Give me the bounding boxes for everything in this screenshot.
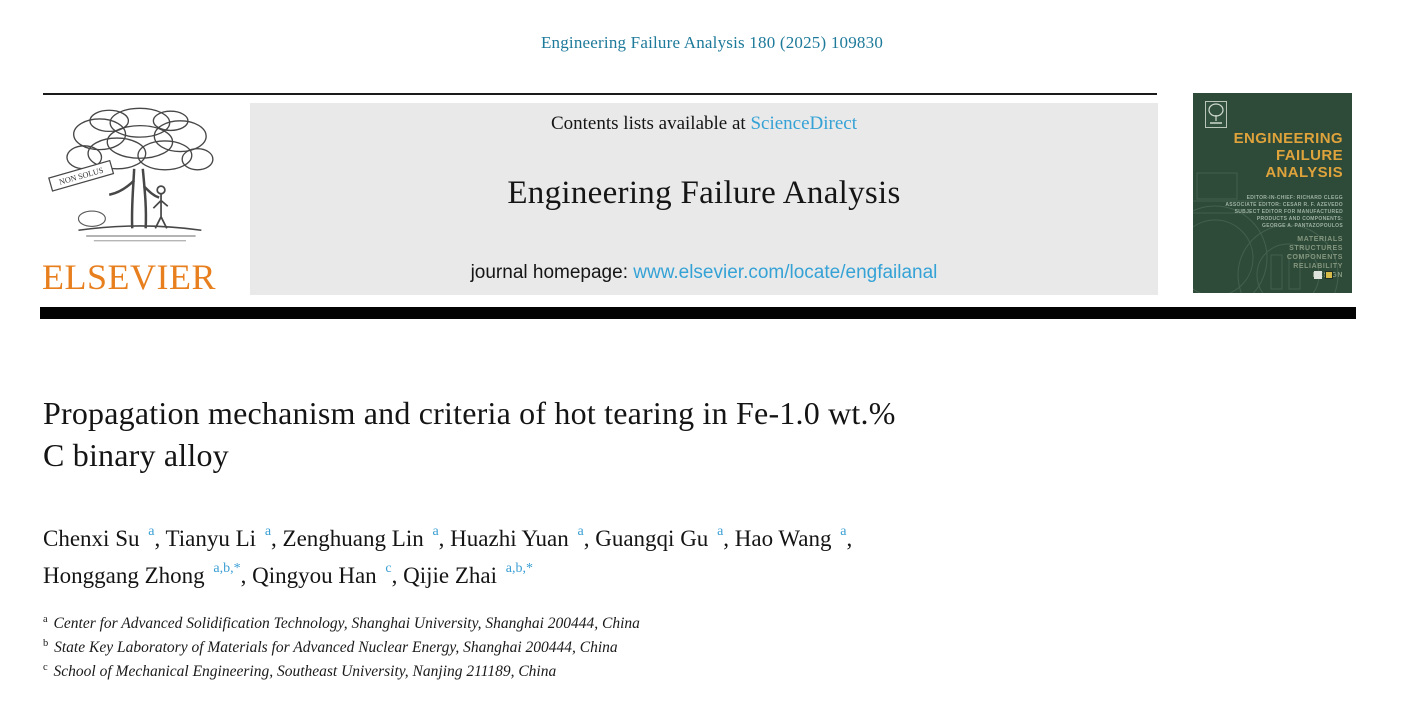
cover-editor-line: SUBJECT EDITOR FOR MANUFACTURED	[1234, 209, 1343, 215]
author-affiliation-sup: a,b,*	[505, 561, 533, 577]
author-name: Qijie Zhai a,b,*	[403, 561, 533, 588]
author-name: Tianyu Li a	[165, 524, 272, 551]
author-affiliation-sup: a	[264, 524, 272, 540]
cover-keyword-line: STRUCTURES	[1289, 245, 1343, 252]
author-name: Zenghuang Lin a	[282, 524, 439, 551]
author-affiliation-sup: a	[148, 524, 155, 540]
cover-title-line: ANALYSIS	[1265, 164, 1343, 181]
journal-homepage-link[interactable]: www.elsevier.com/locate/engfailanal	[633, 262, 938, 283]
author-name: Chenxi Su a	[43, 524, 155, 551]
contents-prefix: Contents lists available at	[550, 113, 751, 134]
affiliation-line: b State Key Laboratory of Materials for …	[43, 637, 618, 656]
article-title-line1: Propagation mechanism and criteria of ho…	[43, 395, 896, 431]
journal-banner: Contents lists available at ScienceDirec…	[250, 103, 1158, 295]
affiliation-line: a Center for Advanced Solidification Tec…	[43, 613, 640, 632]
cover-elsevier-icon	[1205, 101, 1227, 128]
affiliation-sup: c	[43, 661, 48, 673]
author-affiliation-sup: a	[432, 524, 439, 540]
sciencedirect-link[interactable]: ScienceDirect	[750, 113, 858, 134]
author-affiliation-sup: c	[385, 561, 392, 577]
cover-editor-line: EDITOR-IN-CHIEF: RICHARD CLEGG	[1246, 195, 1343, 201]
elsevier-tree-icon: NON SOLUS	[48, 107, 214, 242]
cover-title-line: ENGINEERING	[1233, 130, 1343, 147]
contents-line: Contents lists available at ScienceDirec…	[250, 103, 1158, 135]
header-divider-bar	[40, 307, 1356, 319]
author-name: Hao Wang a	[734, 524, 847, 551]
author-name: Honggang Zhong a,b,*	[43, 561, 241, 588]
author-name: Guangqi Gu a	[595, 524, 724, 551]
cover-keyword-line: MATERIALS	[1297, 236, 1343, 243]
author-affiliation-sup: a,b,*	[213, 561, 241, 577]
cover-editor-line: ASSOCIATE EDITOR: CESAR R. F. AZEVEDO	[1225, 202, 1343, 208]
cover-keyword-line: RELIABILITY	[1293, 263, 1343, 270]
cover-badge-yellow	[1325, 271, 1333, 279]
author-affiliation-sup: a	[840, 524, 847, 540]
affiliation-line: c School of Mechanical Engineering, Sout…	[43, 661, 557, 680]
cover-editor-line: PRODUCTS AND COMPONENTS:	[1256, 216, 1343, 222]
homepage-prefix: journal homepage:	[470, 262, 634, 283]
author-affiliation-sup: a	[577, 524, 584, 540]
homepage-line: journal homepage: www.elsevier.com/locat…	[250, 262, 1158, 284]
cover-badge-white	[1314, 271, 1322, 279]
affiliation-sup: a	[43, 613, 48, 625]
cover-editors: EDITOR-IN-CHIEF: RICHARD CLEGG ASSOCIATE …	[1225, 195, 1343, 230]
cover-title-line: FAILURE	[1276, 147, 1343, 164]
cover-editor-line: GEORGE A. PANTAZOPOULOS	[1262, 223, 1343, 229]
cover-title: ENGINEERING FAILURE ANALYSIS	[1234, 130, 1343, 181]
journal-cover-thumbnail[interactable]: ENGINEERING FAILURE ANALYSIS EDITOR-IN-CHI…	[1193, 93, 1352, 293]
author-list: Chenxi Su a, Tianyu Li a, Zenghuang Lin …	[43, 524, 853, 588]
cover-keyword-line: COMPONENTS	[1286, 254, 1343, 261]
non-solus-ribbon: NON SOLUS	[48, 159, 115, 192]
journal-citation: Engineering Failure Analysis 180 (2025) …	[540, 33, 884, 52]
affiliation-sup: b	[43, 637, 49, 649]
author-name: Huazhi Yuan a	[450, 524, 584, 551]
journal-name: Engineering Failure Analysis	[507, 175, 901, 211]
elsevier-wordmark: ELSEVIER	[42, 257, 216, 297]
author-name: Qingyou Han c	[252, 561, 392, 588]
affiliation-list: a Center for Advanced Solidification Tec…	[43, 612, 640, 684]
article-title: Propagation mechanism and criteria of ho…	[43, 392, 896, 476]
tree-figure	[152, 185, 169, 229]
author-affiliation-sup: a	[717, 524, 724, 540]
header-top-rule	[43, 93, 1157, 95]
article-title-line2: C binary alloy	[43, 437, 229, 473]
elsevier-logo[interactable]: NON SOLUS ELSEVIER	[42, 99, 240, 297]
